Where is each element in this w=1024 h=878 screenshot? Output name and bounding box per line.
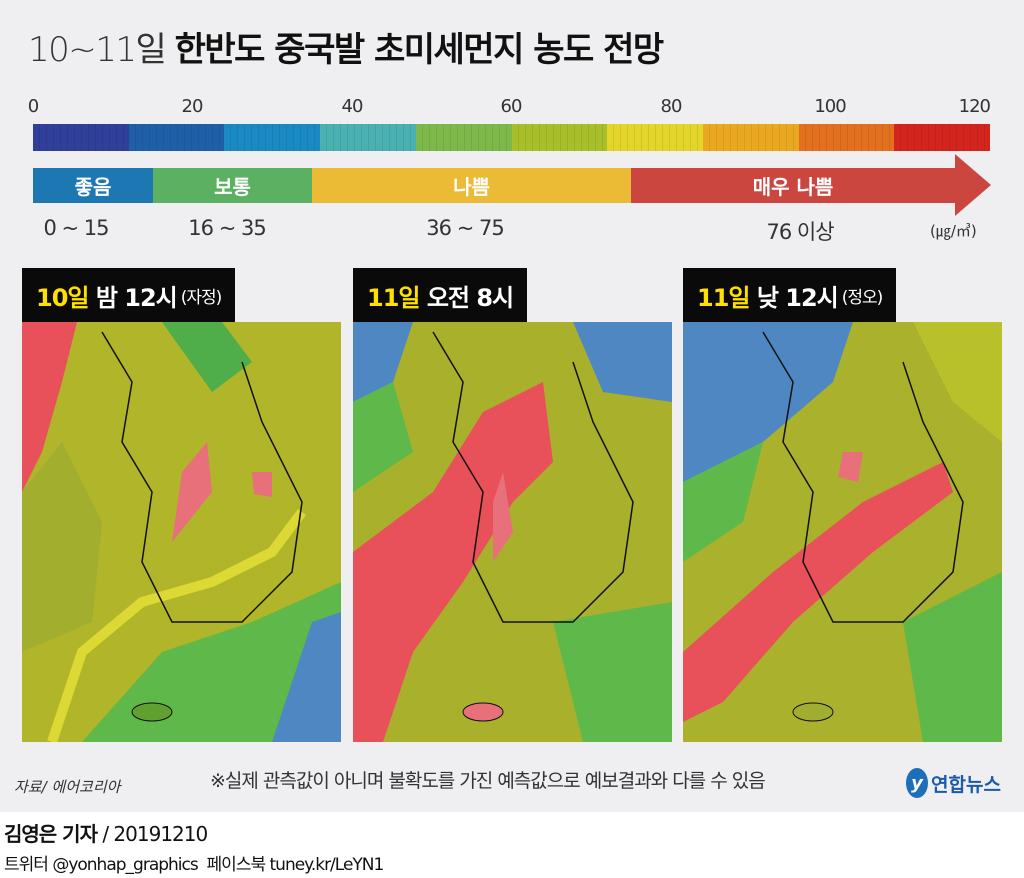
pm25-map <box>683 322 1002 742</box>
yonhap-logo-icon: y <box>906 768 928 798</box>
unit-label: (㎍/㎥) <box>930 222 977 240</box>
category-very-bad: 매우 나쁨 <box>631 168 955 203</box>
panel-time: 밤 12시 <box>95 283 178 312</box>
category-normal: 보통 <box>153 168 312 203</box>
scale-segment <box>415 124 512 151</box>
scale-tick: 100 <box>814 96 846 117</box>
arrow-head-icon <box>955 154 991 216</box>
range-bad: 36 ~ 75 <box>426 216 504 240</box>
logo-text: 연합뉴스 <box>931 773 1001 796</box>
category-good: 좋음 <box>33 168 153 203</box>
scale-segment <box>607 124 703 151</box>
disclaimer-note: ※실제 관측값이 아니며 불확도를 가진 예측값으로 예보결과와 다를 수 있음 <box>210 770 766 792</box>
title-main: 한반도 중국발 초미세먼지 농도 전망 <box>174 30 665 70</box>
scale-segment <box>798 124 895 151</box>
range-normal: 16 ~ 35 <box>188 216 266 240</box>
category-bad: 나쁨 <box>312 168 631 203</box>
scale-segment <box>33 124 129 151</box>
scale-segment <box>894 124 991 151</box>
scale-tick: 60 <box>500 96 523 117</box>
yonhap-logo: y 연합뉴스 <box>906 768 1001 798</box>
panel-label: 11일 오전 8시 <box>353 268 528 322</box>
scale-tick: 20 <box>181 96 204 117</box>
date: / 20191210 <box>102 822 208 846</box>
map-panel: 10일 밤 12시 (자정) <box>22 268 341 742</box>
page-title: 10~11일 한반도 중국발 초미세먼지 농도 전망 <box>28 22 665 71</box>
scale-segment <box>224 124 321 151</box>
source-credit: 자료/ 에어코리아 <box>14 778 121 796</box>
panel-day: 10일 <box>36 283 89 312</box>
panel-day: 11일 <box>367 283 420 312</box>
pm25-map <box>353 322 672 742</box>
twitter-link[interactable]: 트위터 @yonhap_graphics <box>4 855 199 875</box>
map-panel: 11일 오전 8시 <box>353 268 672 742</box>
reporter: 김영은 기자 <box>4 822 98 846</box>
panel-time: 낮 12시 <box>756 283 839 312</box>
range-very-bad: 76 이상 <box>766 220 834 244</box>
title-dates: 10~11일 <box>28 30 167 70</box>
panel-sub: (자정) <box>180 287 223 308</box>
panel-day: 11일 <box>697 283 750 312</box>
color-scale-bar <box>33 124 991 151</box>
facebook-link[interactable]: 페이스북 tuney.kr/LeYN1 <box>206 855 385 875</box>
scale-segment <box>128 124 225 151</box>
scale-segment <box>702 124 799 151</box>
scale-tick: 80 <box>660 96 683 117</box>
scale-segment <box>511 124 608 151</box>
scale-segment <box>320 124 416 151</box>
pm25-map <box>22 322 341 742</box>
byline: 김영은 기자 / 20191210 <box>4 818 208 847</box>
panel-sub: (정오) <box>841 287 884 308</box>
social-links: 트위터 @yonhap_graphics 페이스북 tuney.kr/LeYN1 <box>4 850 385 875</box>
map-panel: 11일 낮 12시 (정오) <box>683 268 1002 742</box>
panel-label: 10일 밤 12시 (자정) <box>22 268 236 322</box>
panel-label: 11일 낮 12시 (정오) <box>683 268 897 322</box>
category-arrow: 좋음 보통 나쁨 매우 나쁨 <box>33 154 991 216</box>
range-good: 0 ~ 15 <box>43 216 109 240</box>
scale-tick: 120 <box>958 96 991 117</box>
scale-tick: 0 <box>27 96 39 117</box>
scale-tick: 40 <box>341 96 364 117</box>
panel-time: 오전 8시 <box>426 283 514 312</box>
